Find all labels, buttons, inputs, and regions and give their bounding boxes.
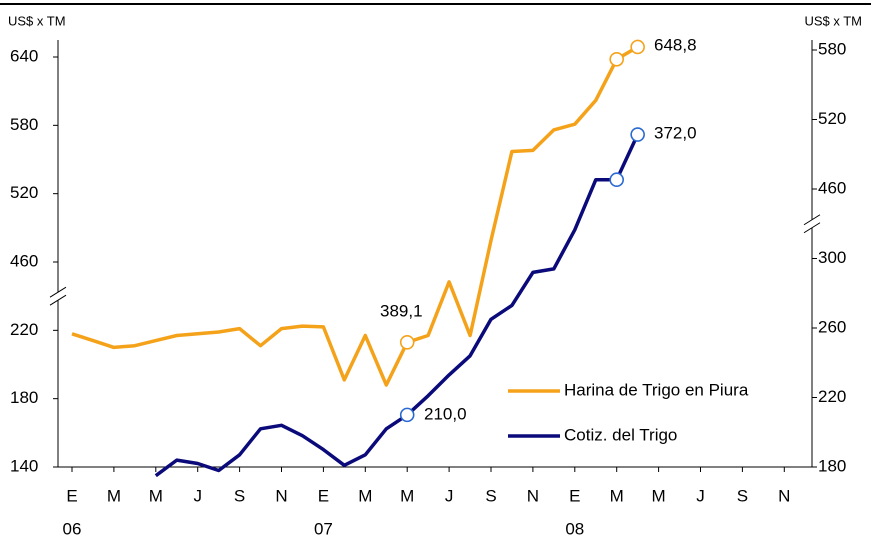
y2-tick-label: 220 [818,387,846,406]
axis-break-mark [803,222,821,234]
x-tick-label: N [527,486,539,505]
year-label: 07 [314,519,333,538]
x-tick-label: E [318,486,329,505]
series-line [154,133,640,478]
y-tick-label: 180 [10,388,38,407]
y-tick-label: 460 [10,251,38,270]
annotation: 648,8 [654,35,697,54]
x-tick-label: S [485,486,496,505]
x-tick-label: M [652,486,666,505]
x-tick-label: E [66,486,77,505]
legend-label: Harina de Trigo en Piura [564,380,749,399]
point-marker [630,127,645,142]
point-marker [399,407,415,423]
axis-break-gap [50,292,66,301]
annotation: 372,0 [654,123,697,142]
year-label: 06 [63,519,82,538]
x-tick-label: E [569,486,580,505]
x-tick-label: M [107,486,121,505]
series-line [71,45,639,387]
y-axis-label: US$ x TM [8,13,66,28]
axis-break-mark [803,214,821,226]
year-label: 08 [565,519,584,538]
y-tick-label: 140 [10,456,38,475]
y-tick-label: 640 [10,46,38,65]
x-tick-label: M [149,486,163,505]
y-tick-label: 520 [10,183,38,202]
axis-break-gap [804,219,820,228]
point-marker [609,51,625,67]
point-marker [609,172,625,188]
y2-tick-label: 180 [818,456,846,475]
x-tick-label: J [193,486,202,505]
x-tick-label: N [275,486,287,505]
x-tick-label: S [234,486,245,505]
y-tick-label: 580 [10,115,38,134]
point-marker [630,39,645,55]
x-tick-label: N [778,486,790,505]
annotation: 210,0 [424,404,467,423]
annotation: 389,1 [380,301,423,320]
x-tick-label: S [737,486,748,505]
x-tick-label: M [358,486,372,505]
y2-tick-label: 460 [818,178,846,197]
x-tick-label: M [400,486,414,505]
x-tick-label: M [610,486,624,505]
y2-tick-label: 580 [818,39,846,58]
x-tick-label: J [445,486,454,505]
y2-axis-label: US$ x TM [804,13,862,28]
axis-break-mark [49,286,67,298]
legend-label: Cotiz. del Trigo [564,425,677,444]
axis-break-mark [49,294,67,306]
y2-tick-label: 300 [818,248,846,267]
x-tick-label: J [696,486,705,505]
y-tick-label: 220 [10,320,38,339]
y2-tick-label: 520 [818,109,846,128]
point-marker [399,334,415,350]
y2-tick-label: 260 [818,317,846,336]
